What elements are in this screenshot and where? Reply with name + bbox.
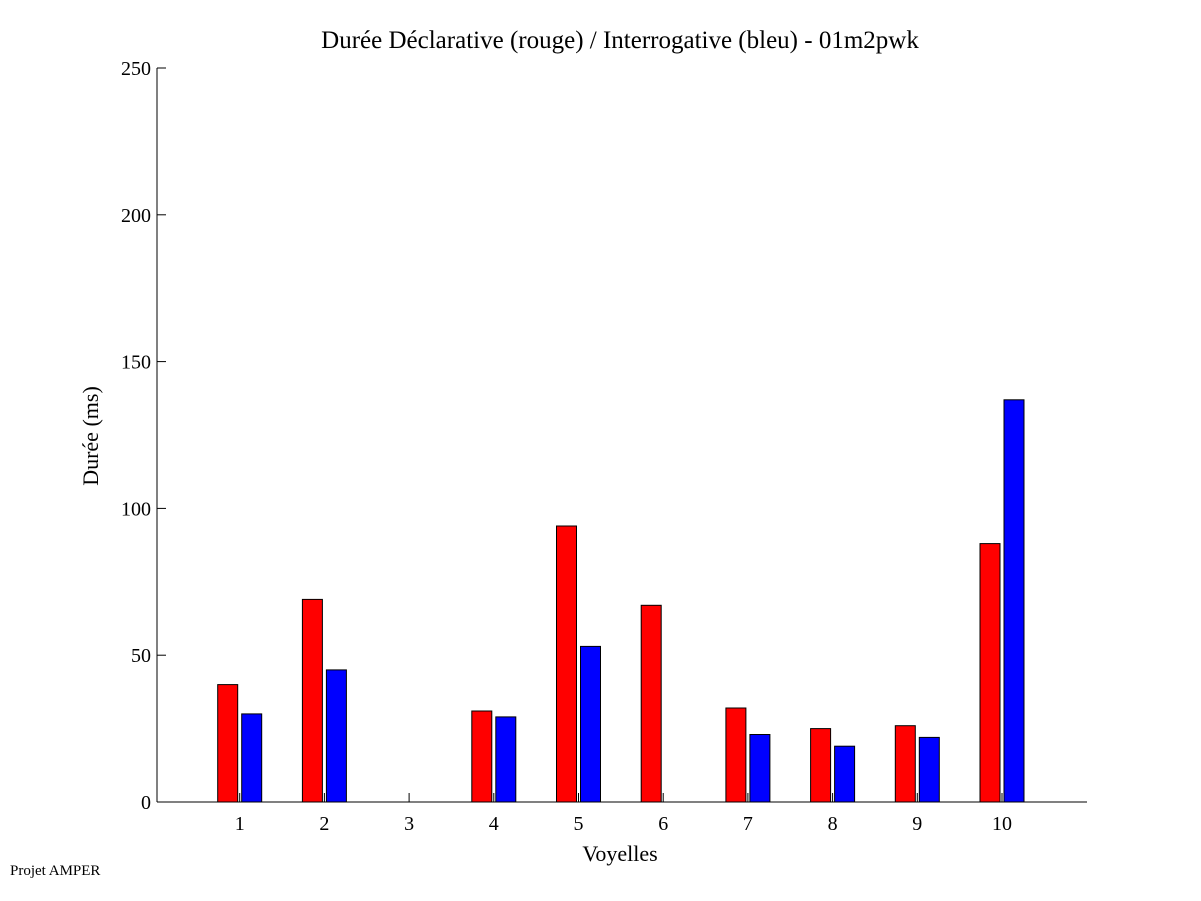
bars-group <box>217 399 1025 803</box>
y-tick-label-50: 50 <box>131 645 151 667</box>
bar-series1-cat-5 <box>556 525 577 803</box>
y-tick-label-100: 100 <box>121 498 151 520</box>
bar-series1-cat-10 <box>979 543 1001 803</box>
x-tick-label-10: 10 <box>992 813 1012 835</box>
x-tick-label-2: 2 <box>319 813 329 835</box>
bar-series1-cat-2 <box>301 598 323 803</box>
bar-series2-cat-5 <box>580 645 601 803</box>
bar-series1-cat-7 <box>725 707 747 803</box>
bar-series1-cat-9 <box>894 725 916 803</box>
y-tick-label-200: 200 <box>121 205 151 227</box>
bar-series1-cat-4 <box>471 710 493 803</box>
x-tick-label-1: 1 <box>235 813 245 835</box>
bar-series2-cat-7 <box>749 734 771 803</box>
bar-series1-cat-8 <box>810 728 832 803</box>
bar-series2-cat-1 <box>241 713 263 803</box>
x-tick-label-4: 4 <box>489 813 499 835</box>
bar-series1-cat-1 <box>217 684 239 803</box>
axes-group <box>156 68 1087 803</box>
bar-series2-cat-10 <box>1003 399 1025 803</box>
y-tick-label-0: 0 <box>141 792 151 814</box>
bar-series2-cat-2 <box>325 669 347 803</box>
x-axis-label: Voyelles <box>582 841 657 866</box>
y-axis-label: Durée (ms) <box>78 386 103 486</box>
bar-series2-cat-4 <box>495 716 517 803</box>
y-tick-label-150: 150 <box>121 352 151 374</box>
x-tick-label-5: 5 <box>574 813 584 835</box>
bar-series2-cat-8 <box>834 745 856 803</box>
x-tick-label-9: 9 <box>912 813 922 835</box>
bar-series2-cat-9 <box>918 736 940 803</box>
footer-credit: Projet AMPER <box>10 863 101 879</box>
x-tick-label-3: 3 <box>404 813 414 835</box>
x-tick-label-6: 6 <box>658 813 668 835</box>
y-tick-label-250: 250 <box>121 58 151 80</box>
bar-series1-cat-6 <box>640 604 662 803</box>
x-tick-label-8: 8 <box>828 813 838 835</box>
chart-title: Durée Déclarative (rouge) / Interrogativ… <box>321 27 919 54</box>
x-tick-label-7: 7 <box>743 813 753 835</box>
